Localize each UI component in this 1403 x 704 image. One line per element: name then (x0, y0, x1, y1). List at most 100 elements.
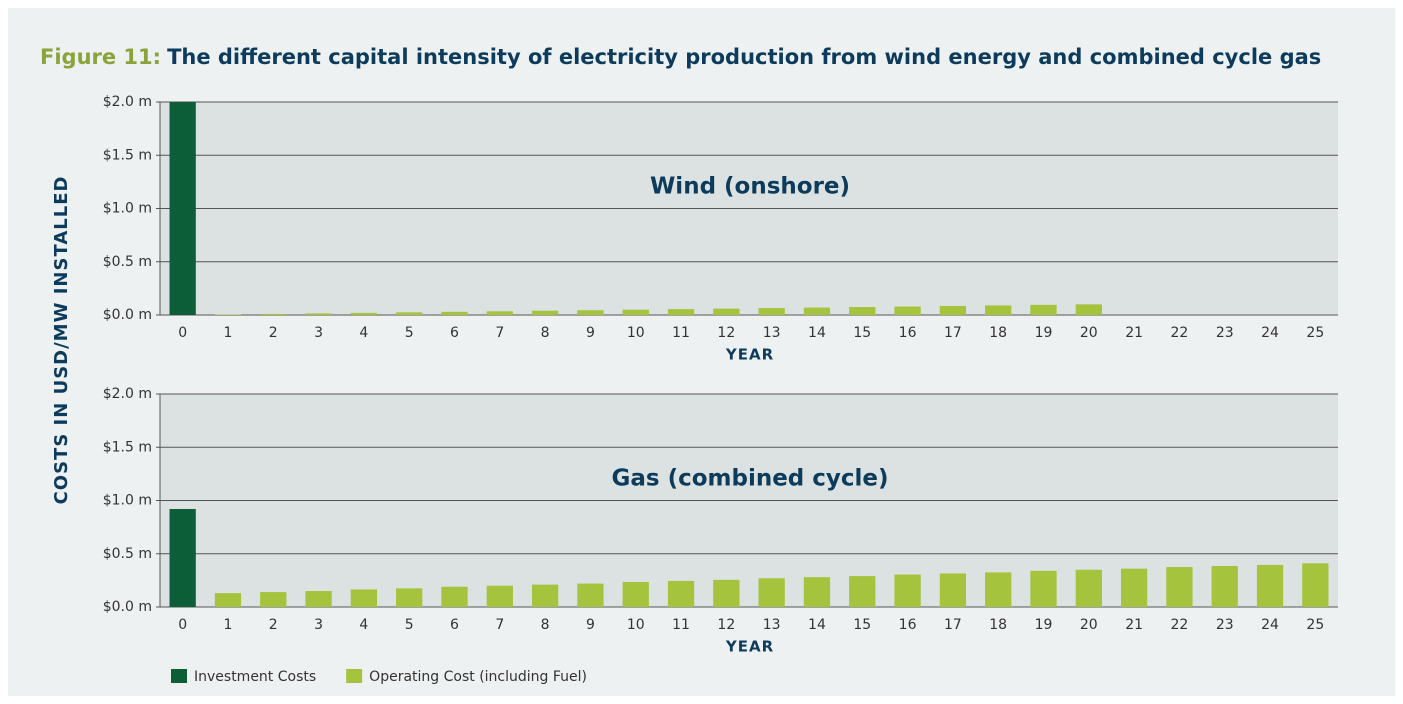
x-tick-label: 7 (495, 617, 504, 633)
x-tick-label: 8 (541, 325, 550, 341)
x-tick-label: 9 (586, 617, 595, 633)
x-tick-label: 1 (224, 617, 233, 633)
x-tick-label: 12 (717, 617, 735, 633)
bar (894, 306, 921, 315)
x-tick-label: 10 (627, 325, 645, 341)
bar (985, 572, 1012, 607)
x-tick-label: 1 (224, 325, 233, 341)
x-axis-label: YEAR (725, 346, 774, 364)
x-tick-label: 19 (1035, 617, 1053, 633)
x-tick-label: 13 (763, 325, 781, 341)
x-tick-label: 20 (1080, 325, 1098, 341)
x-tick-label: 24 (1261, 325, 1279, 341)
bar (350, 312, 378, 315)
bar (214, 593, 242, 607)
bar (849, 576, 876, 607)
legend-swatch (171, 669, 187, 683)
bar (1302, 563, 1329, 607)
x-tick-label: 2 (269, 617, 278, 633)
bar (1256, 564, 1284, 607)
figure-title-text: The different capital intensity of elect… (167, 45, 1321, 69)
x-tick-label: 4 (359, 325, 368, 341)
bar (305, 313, 332, 315)
bar (803, 307, 831, 315)
x-tick-label: 0 (178, 617, 187, 633)
x-tick-label: 21 (1125, 325, 1143, 341)
bar (622, 581, 649, 607)
bar (441, 311, 468, 315)
y-tick-label: $1.5 m (103, 147, 152, 163)
bar (803, 577, 831, 607)
x-tick-label: 7 (495, 325, 504, 341)
bar (985, 305, 1012, 315)
x-tick-label: 17 (944, 325, 962, 341)
legend-swatch (346, 669, 363, 683)
x-tick-label: 21 (1125, 617, 1143, 633)
bar (441, 586, 468, 607)
x-tick-label: 13 (763, 617, 781, 633)
x-tick-label: 17 (944, 617, 962, 633)
y-tick-label: $1.0 m (103, 493, 152, 509)
figure-label: Figure 11: (40, 45, 161, 69)
bar (939, 573, 967, 607)
x-tick-label: 23 (1216, 617, 1234, 633)
x-tick-label: 9 (586, 325, 595, 341)
x-tick-label: 22 (1171, 617, 1189, 633)
y-tick-label: $0.0 m (103, 307, 152, 323)
x-tick-label: 10 (627, 617, 645, 633)
bar (713, 308, 740, 315)
x-tick-label: 8 (541, 617, 550, 633)
x-tick-label: 5 (405, 325, 414, 341)
bar (486, 311, 513, 315)
y-axis-label: COSTS IN USD/MW INSTALLED (51, 176, 72, 505)
y-tick-label: $2.0 m (103, 94, 152, 110)
bar (260, 313, 287, 315)
x-axis-label: YEAR (725, 638, 774, 656)
x-tick-label: 14 (808, 325, 826, 341)
x-tick-label: 6 (450, 325, 459, 341)
bar (758, 578, 785, 607)
x-tick-label: 16 (899, 325, 917, 341)
x-tick-label: 4 (359, 617, 368, 633)
x-tick-label: 25 (1306, 617, 1324, 633)
x-tick-label: 14 (808, 617, 826, 633)
bar (1075, 304, 1102, 315)
x-tick-label: 25 (1306, 325, 1324, 341)
bar (894, 574, 921, 607)
y-tick-label: $0.5 m (103, 254, 152, 270)
y-tick-label: $1.0 m (103, 201, 152, 217)
y-tick-label: $0.0 m (103, 599, 152, 615)
x-tick-label: 3 (314, 325, 323, 341)
bar (577, 310, 604, 315)
bar (531, 584, 559, 607)
y-tick-label: $0.5 m (103, 546, 152, 562)
bar (169, 509, 196, 607)
bar (1166, 567, 1193, 607)
bar (758, 308, 785, 315)
x-tick-label: 11 (672, 325, 690, 341)
bar (849, 307, 876, 315)
bar (214, 314, 242, 315)
bar (1211, 565, 1238, 607)
bar (939, 305, 967, 315)
bar (577, 583, 604, 607)
x-tick-label: 19 (1035, 325, 1053, 341)
x-tick-label: 0 (178, 325, 187, 341)
bar (1030, 304, 1057, 315)
x-tick-label: 20 (1080, 617, 1098, 633)
x-tick-label: 18 (989, 325, 1007, 341)
x-tick-label: 22 (1171, 325, 1189, 341)
figure-title: Figure 11: The different capital intensit… (40, 45, 1321, 69)
x-tick-label: 3 (314, 617, 323, 633)
bar (667, 309, 695, 315)
y-tick-label: $1.5 m (103, 439, 152, 455)
x-tick-label: 16 (899, 617, 917, 633)
x-tick-label: 2 (269, 325, 278, 341)
bar (1075, 569, 1102, 607)
chart-title: Wind (onshore) (650, 174, 850, 200)
bar (667, 580, 695, 607)
bar (169, 102, 196, 315)
x-tick-label: 15 (853, 325, 871, 341)
y-tick-label: $2.0 m (103, 386, 152, 402)
